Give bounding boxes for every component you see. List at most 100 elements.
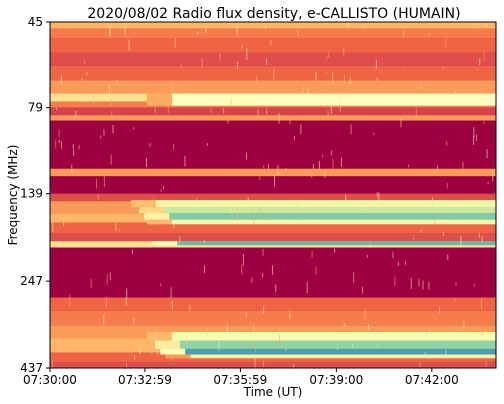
spectrogram-texture <box>110 99 112 106</box>
spectrogram-texture <box>346 23 348 30</box>
burst-onset <box>146 332 172 341</box>
spectrogram-texture <box>463 319 465 330</box>
spectrogram-texture <box>270 40 272 45</box>
spectrogram-texture <box>442 66 444 70</box>
spectrogram-texture <box>227 115 229 124</box>
spectrogram-band <box>50 65 496 81</box>
spectrogram-texture <box>448 218 450 222</box>
spectrogram-texture <box>289 118 291 124</box>
spectrogram-texture <box>477 199 479 203</box>
spectrogram-texture <box>111 111 113 121</box>
spectrogram-texture <box>253 213 255 225</box>
spectrogram-texture <box>174 38 176 48</box>
spectrogram-texture <box>324 171 326 178</box>
burst-emission <box>171 219 496 225</box>
spectrogram-texture <box>341 24 343 27</box>
spectrogram-texture <box>473 283 475 287</box>
spectrogram-texture <box>455 282 457 287</box>
spectrogram-texture <box>332 159 334 170</box>
spectrogram-texture <box>353 271 355 284</box>
y-tick-label: 139 <box>20 187 43 201</box>
spectrogram-texture <box>285 348 287 352</box>
spectrogram-texture <box>72 143 74 150</box>
spectrogram-texture <box>171 84 173 95</box>
spectrogram-texture <box>275 284 277 293</box>
burst-emission <box>171 93 496 106</box>
spectrogram-texture <box>52 221 54 232</box>
spectrogram-texture <box>235 209 237 214</box>
spectrogram-texture <box>334 248 336 253</box>
spectrogram-texture <box>81 98 83 103</box>
spectrogram-texture <box>96 178 98 189</box>
spectrogram-texture <box>326 56 328 60</box>
spectrogram-texture <box>479 58 481 66</box>
spectrogram-band <box>50 168 496 177</box>
spectrogram-texture <box>260 207 262 217</box>
spectrogram-texture <box>485 362 487 367</box>
spectrogram-texture <box>145 158 147 168</box>
spectrogram-texture <box>265 25 267 29</box>
spectrogram-texture <box>331 150 333 156</box>
spectrogram-texture <box>422 280 424 290</box>
spectrogram-texture <box>55 139 57 149</box>
spectrogram-texture <box>350 124 352 135</box>
spectrogram-texture <box>268 216 270 220</box>
spectrogram-texture <box>318 161 320 171</box>
spectrogram-texture <box>302 85 304 96</box>
spectrogram-texture <box>256 76 258 84</box>
spectrogram-texture <box>293 136 295 140</box>
spectrogram-texture <box>60 75 62 85</box>
spectrogram-texture <box>420 229 422 233</box>
spectrogram-band <box>50 247 496 282</box>
spectrogram-texture <box>184 155 186 167</box>
spectrogram-texture <box>402 69 404 73</box>
spectrogram-texture <box>97 193 99 200</box>
burst-onset <box>154 340 180 349</box>
spectrogram-texture <box>343 48 345 56</box>
spectrogram-texture <box>69 294 71 307</box>
spectrogram-texture <box>254 101 256 106</box>
spectrogram-texture <box>340 157 342 167</box>
spectrogram-texture <box>483 120 485 124</box>
spectrogram-texture <box>71 164 73 174</box>
spectrogram-texture <box>197 31 199 35</box>
spectrogram-texture <box>149 143 151 148</box>
x-tick-label: 07:30:00 <box>23 373 77 387</box>
spectrogram-texture <box>242 254 244 266</box>
spectrogram-texture <box>431 196 433 207</box>
spectrogram-texture <box>315 266 317 275</box>
spectrogram-band <box>50 80 496 94</box>
spectrogram-texture <box>348 23 350 28</box>
spectrogram-band <box>50 222 496 233</box>
spectrogram-texture <box>307 88 309 98</box>
spectrogram-texture <box>103 314 105 325</box>
spectrogram-texture <box>186 336 188 345</box>
spectrogram-texture <box>315 71 317 81</box>
spectrogram-texture <box>210 108 212 114</box>
burst-onset <box>160 348 186 355</box>
burst-onset <box>146 93 172 106</box>
spectrogram-texture <box>378 192 380 204</box>
spectrogram-texture <box>170 287 172 298</box>
spectrogram-texture <box>462 161 464 172</box>
spectrogram-texture <box>472 135 474 146</box>
spectrogram-texture <box>133 318 135 326</box>
spectrogram-texture <box>364 308 366 321</box>
spectrogram-texture <box>344 322 346 328</box>
spectrogram-texture <box>253 323 255 332</box>
spectrogram-texture <box>277 165 279 176</box>
spectrogram-texture <box>460 236 462 247</box>
spectrogram-texture <box>90 278 92 289</box>
burst-emission <box>169 213 496 220</box>
spectrogram-texture <box>171 300 173 311</box>
spectrogram-band <box>50 107 496 116</box>
spectrogram-texture <box>106 274 108 285</box>
spectrogram-texture <box>126 288 128 298</box>
spectrogram-texture <box>267 163 269 171</box>
spectrogram-texture <box>132 249 134 254</box>
spectrogram-texture <box>125 363 127 370</box>
spectrogram-texture <box>327 110 329 117</box>
spectrogram-texture <box>203 265 205 274</box>
spectrogram-texture <box>429 329 431 340</box>
spectrogram-texture <box>205 28 207 33</box>
